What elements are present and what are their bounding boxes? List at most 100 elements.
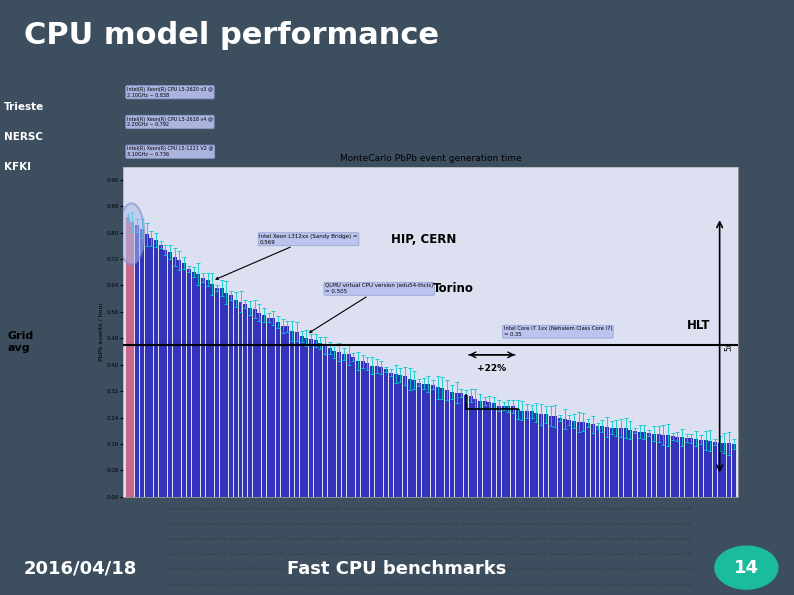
- Bar: [708, 440, 712, 497]
- Bar: [257, 312, 261, 497]
- Bar: [125, 217, 129, 497]
- Bar: [407, 379, 411, 497]
- Bar: [478, 400, 482, 497]
- Bar: [323, 346, 327, 497]
- Text: CPU model performance: CPU model performance: [24, 21, 439, 50]
- Bar: [497, 406, 501, 497]
- Bar: [633, 431, 637, 497]
- Bar: [299, 336, 303, 497]
- Bar: [450, 392, 454, 497]
- Text: cpu-model-184  cpu-model-303  cpu-model-424  cpu-model-874  cpu-model-147  cpu-m: cpu-model-184 cpu-model-303 cpu-model-42…: [170, 583, 692, 587]
- Bar: [252, 309, 256, 497]
- Bar: [342, 354, 346, 497]
- Bar: [488, 402, 491, 497]
- Text: cpu-model-548  cpu-model-950  cpu-model-199  cpu-model-277  cpu-model-855  cpu-m: cpu-model-548 cpu-model-950 cpu-model-19…: [170, 537, 692, 541]
- Bar: [346, 355, 350, 497]
- Bar: [581, 422, 585, 497]
- Bar: [723, 443, 727, 497]
- Bar: [206, 280, 210, 497]
- Bar: [431, 384, 435, 497]
- Text: cpu-model-414  cpu-model-805  cpu-model-586  cpu-model-651  cpu-model-187  cpu-m: cpu-model-414 cpu-model-805 cpu-model-58…: [170, 522, 692, 526]
- Bar: [671, 436, 675, 497]
- Bar: [191, 272, 195, 497]
- Bar: [426, 384, 430, 497]
- Bar: [615, 428, 619, 497]
- Bar: [333, 351, 337, 497]
- Bar: [351, 357, 355, 497]
- Bar: [534, 412, 538, 497]
- Bar: [130, 222, 134, 497]
- Bar: [605, 427, 609, 497]
- Bar: [365, 364, 369, 497]
- Text: Intel(R) Xeon(R) CPU L5-2618 v4 @
2.20GHz ~ 0.792: Intel(R) Xeon(R) CPU L5-2618 v4 @ 2.20GH…: [127, 117, 213, 127]
- Bar: [624, 428, 628, 497]
- Text: 14: 14: [734, 559, 759, 577]
- Bar: [243, 304, 247, 497]
- Bar: [337, 352, 341, 497]
- Text: cpu-model-775  cpu-model-610  cpu-model-559  cpu-model-982  cpu-model-283  cpu-m: cpu-model-775 cpu-model-610 cpu-model-55…: [170, 552, 692, 556]
- Bar: [173, 257, 177, 497]
- Bar: [314, 340, 318, 497]
- Bar: [286, 327, 290, 497]
- Bar: [572, 421, 576, 497]
- Bar: [309, 339, 313, 497]
- Bar: [657, 434, 661, 497]
- Bar: [507, 406, 511, 497]
- Bar: [380, 367, 384, 497]
- Bar: [145, 234, 148, 497]
- Text: +22%: +22%: [477, 364, 507, 372]
- Bar: [642, 432, 646, 497]
- Bar: [370, 365, 374, 497]
- Bar: [619, 428, 623, 497]
- Bar: [238, 302, 242, 497]
- Bar: [549, 416, 553, 497]
- Bar: [689, 438, 693, 497]
- Text: NERSC: NERSC: [4, 132, 43, 142]
- Bar: [399, 375, 403, 497]
- Bar: [610, 428, 614, 497]
- Bar: [164, 250, 168, 497]
- Bar: [544, 414, 548, 497]
- Bar: [389, 372, 393, 497]
- Bar: [215, 288, 219, 497]
- Bar: [727, 443, 731, 497]
- Bar: [703, 440, 707, 497]
- Bar: [468, 396, 472, 497]
- Bar: [290, 331, 294, 497]
- Bar: [445, 390, 449, 497]
- Bar: [276, 322, 280, 497]
- Bar: [459, 393, 463, 497]
- Text: Fast CPU benchmarks: Fast CPU benchmarks: [287, 560, 507, 578]
- Bar: [267, 318, 271, 497]
- Text: Intel(R) Xeon(R) CPU L5-2620 v3 @
2.10GHz ~ 0.838: Intel(R) Xeon(R) CPU L5-2620 v3 @ 2.10GH…: [127, 87, 213, 98]
- Bar: [248, 308, 252, 497]
- Title: MonteCarlo PbPb event generation time: MonteCarlo PbPb event generation time: [340, 154, 522, 163]
- Bar: [684, 438, 688, 497]
- Bar: [699, 440, 703, 497]
- Bar: [732, 444, 736, 497]
- Bar: [210, 284, 214, 497]
- Bar: [422, 384, 426, 497]
- Bar: [140, 228, 144, 497]
- Bar: [718, 443, 722, 497]
- Bar: [600, 426, 604, 497]
- Circle shape: [715, 546, 778, 589]
- Y-axis label: PbPb events / hour: PbPb events / hour: [99, 302, 104, 361]
- Bar: [515, 409, 519, 497]
- Bar: [328, 347, 332, 497]
- Text: HLT: HLT: [687, 318, 711, 331]
- Bar: [135, 226, 139, 497]
- Bar: [558, 418, 562, 497]
- Text: Trieste: Trieste: [4, 102, 44, 112]
- Bar: [220, 288, 224, 497]
- Bar: [201, 278, 205, 497]
- Bar: [492, 403, 496, 497]
- Bar: [464, 395, 468, 497]
- Bar: [262, 315, 266, 497]
- Bar: [441, 388, 445, 497]
- Bar: [187, 269, 191, 497]
- Bar: [586, 423, 590, 497]
- Bar: [229, 295, 233, 497]
- Bar: [403, 376, 407, 497]
- Text: cpu-model-542  cpu-model-643  cpu-model-988  cpu-model-357  cpu-model-421  cpu-m: cpu-model-542 cpu-model-643 cpu-model-98…: [170, 568, 692, 571]
